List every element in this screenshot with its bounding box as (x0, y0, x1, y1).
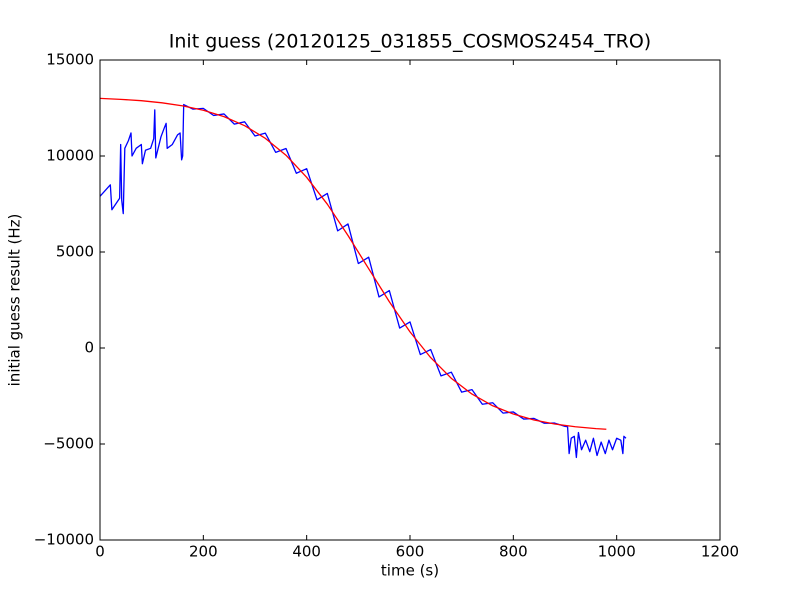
y-tick-label: 10000 (46, 147, 94, 165)
data-line (99, 97, 607, 430)
y-tick-label: 5000 (56, 243, 94, 261)
x-tick-label: 1200 (701, 543, 739, 561)
y-tick-label: 0 (84, 339, 94, 357)
y-tick-label: −5000 (43, 435, 94, 453)
x-tick-label: 600 (396, 543, 425, 561)
x-axis-label: time (s) (381, 562, 439, 580)
chart-title: Init guess (20120125_031855_COSMOS2454_T… (169, 31, 651, 53)
x-tick-label: 400 (292, 543, 321, 561)
y-tick-label: 15000 (46, 51, 94, 69)
x-tick-label: 800 (499, 543, 528, 561)
x-tick-label: 1000 (598, 543, 636, 561)
x-tick-label: 200 (189, 543, 218, 561)
plot-frame (99, 59, 721, 541)
y-axis-label: initial guess result (Hz) (6, 214, 24, 387)
x-tick-label: 0 (95, 543, 105, 561)
y-tick-label: −10000 (34, 531, 94, 549)
